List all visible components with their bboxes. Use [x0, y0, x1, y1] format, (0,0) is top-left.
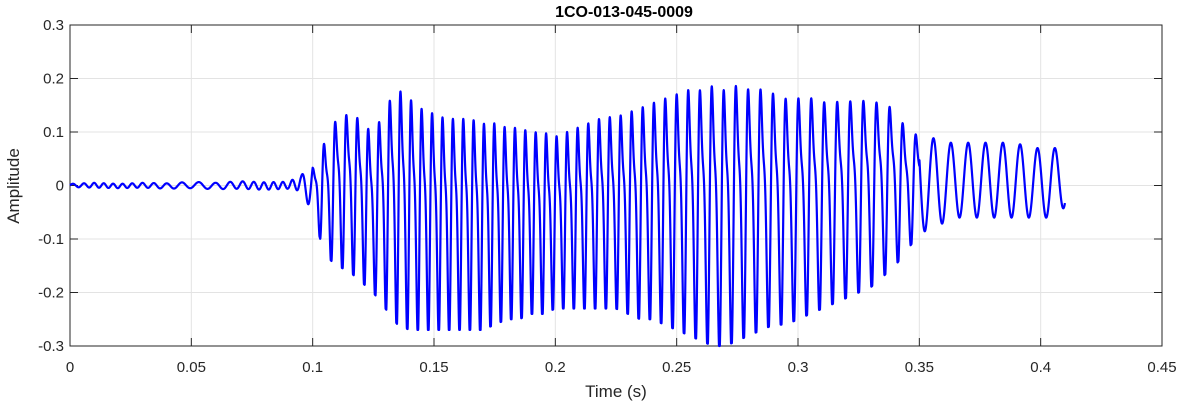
x-tick-label: 0.1	[302, 359, 323, 376]
y-tick-labels: -0.3 -0.2 -0.1 0 0.1 0.2 0.3	[38, 17, 64, 355]
x-axis-label: Time (s)	[585, 382, 647, 401]
y-tick-label: -0.1	[38, 231, 64, 248]
x-tick-label: 0.45	[1147, 359, 1176, 376]
x-tick-label: 0.3	[788, 359, 809, 376]
chart-title: 1CO-013-045-0009	[555, 4, 693, 21]
axis-ticks	[69, 24, 1163, 347]
y-axis-label: Amplitude	[4, 148, 23, 224]
x-tick-label: 0.15	[419, 359, 448, 376]
x-tick-label: 0.25	[662, 359, 691, 376]
y-tick-label: -0.3	[38, 338, 64, 355]
y-tick-label: 0	[56, 178, 64, 195]
x-tick-label: 0.35	[905, 359, 934, 376]
x-tick-labels: 0 0.05 0.1 0.15 0.2 0.25 0.3 0.35 0.4 0.45	[66, 359, 1177, 376]
x-tick-label: 0.05	[177, 359, 206, 376]
y-tick-label: 0.2	[43, 71, 64, 88]
y-tick-label: -0.2	[38, 285, 64, 302]
x-tick-label: 0.2	[545, 359, 566, 376]
y-tick-label: 0.3	[43, 17, 64, 34]
x-tick-label: 0	[66, 359, 74, 376]
y-tick-label: 0.1	[43, 124, 64, 141]
waveform-series-line	[69, 84, 1067, 348]
x-tick-label: 0.4	[1030, 359, 1051, 376]
